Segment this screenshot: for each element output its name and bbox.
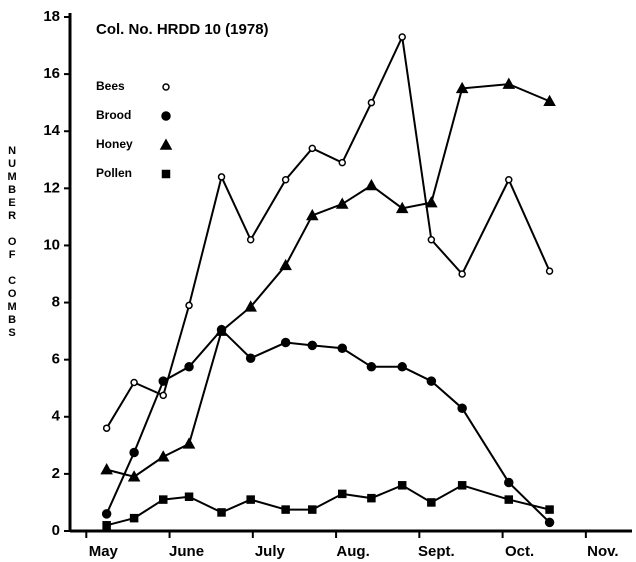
marker — [337, 343, 348, 353]
chart-title: Col. No. HRDD 10 (1978) — [96, 21, 269, 38]
marker — [505, 176, 513, 184]
marker — [458, 270, 466, 278]
y-tick-label: 0 — [52, 522, 60, 539]
marker — [184, 362, 194, 372]
marker — [159, 391, 168, 400]
x-tick-label: Nov. — [587, 543, 618, 560]
marker — [335, 197, 349, 209]
marker — [130, 378, 138, 387]
x-tick-label: Aug. — [336, 543, 369, 560]
marker — [367, 98, 376, 107]
legend-label: Honey — [96, 137, 133, 151]
marker — [129, 447, 139, 458]
marker — [427, 498, 436, 507]
marker — [159, 495, 168, 504]
y-tick-label: 10 — [43, 236, 60, 253]
legend-label: Pollen — [96, 166, 132, 180]
x-tick-label: June — [169, 543, 204, 560]
y-tick-label: 14 — [43, 122, 60, 139]
marker — [545, 505, 554, 514]
marker — [545, 267, 554, 275]
marker — [129, 513, 139, 523]
marker — [281, 176, 290, 184]
y-tick-label: 6 — [52, 351, 60, 368]
marker — [544, 517, 555, 528]
marker — [101, 509, 112, 519]
marker — [307, 340, 318, 351]
marker — [457, 481, 467, 490]
marker — [217, 173, 226, 181]
marker — [246, 495, 255, 504]
marker — [366, 362, 377, 372]
x-tick-label: July — [255, 543, 286, 560]
marker — [185, 301, 193, 310]
marker — [367, 493, 376, 503]
y-tick-label: 12 — [43, 179, 60, 196]
marker — [102, 521, 111, 530]
y-tick-label: 16 — [43, 65, 60, 82]
marker — [395, 201, 409, 214]
y-tick-label: 4 — [52, 408, 61, 425]
marker — [215, 324, 228, 336]
marker — [427, 235, 436, 244]
marker — [398, 33, 406, 41]
marker — [246, 235, 255, 244]
marker — [244, 300, 257, 312]
marker — [100, 463, 113, 475]
legend-marker — [161, 111, 171, 121]
marker — [365, 178, 378, 191]
marker — [504, 477, 514, 488]
marker — [306, 208, 319, 221]
marker — [502, 77, 516, 89]
marker — [338, 489, 347, 499]
x-tick-label: Oct. — [505, 543, 534, 560]
marker — [281, 505, 290, 514]
marker — [245, 353, 256, 363]
marker — [455, 81, 469, 94]
marker — [397, 362, 407, 372]
marker — [279, 258, 292, 271]
marker — [182, 437, 196, 449]
marker — [425, 196, 438, 208]
legend-marker — [159, 138, 173, 150]
marker — [397, 481, 407, 490]
marker — [158, 376, 169, 386]
legend-marker — [161, 169, 171, 179]
marker — [543, 94, 556, 106]
y-axis-label: NUMBER OF COMBS — [6, 145, 18, 340]
y-tick-label: 18 — [43, 8, 60, 25]
x-tick-label: Sept. — [418, 543, 455, 560]
series-line — [105, 33, 551, 429]
marker — [308, 505, 317, 514]
legend-label: Bees — [96, 79, 125, 93]
marker — [127, 470, 141, 482]
marker — [504, 495, 514, 504]
y-tick-label: 2 — [52, 465, 60, 482]
marker — [426, 376, 437, 386]
marker — [280, 337, 291, 348]
series-line — [106, 484, 550, 527]
marker — [217, 508, 226, 517]
marker — [184, 492, 194, 501]
series-line — [106, 83, 550, 478]
marker — [338, 158, 347, 167]
marker — [156, 450, 170, 462]
marker — [457, 403, 467, 413]
marker — [308, 144, 317, 153]
legend-label: Brood — [96, 108, 131, 122]
legend-marker — [162, 83, 170, 91]
y-tick-label: 8 — [52, 294, 60, 311]
x-tick-label: May — [89, 543, 119, 560]
marker — [102, 424, 111, 432]
